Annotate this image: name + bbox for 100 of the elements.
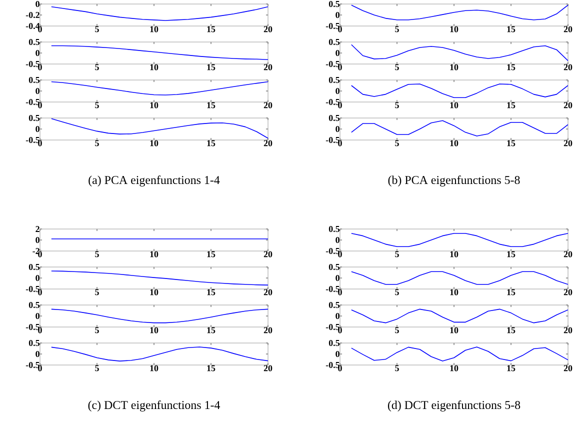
y-tick-label: 0	[336, 50, 340, 56]
x-tick-label: 5	[395, 327, 399, 334]
x-tick-label: 10	[150, 289, 158, 296]
y-tick-label: 0.5	[328, 76, 340, 84]
line-series	[351, 271, 568, 285]
x-tick-label: 5	[395, 365, 399, 372]
x-tick-label: 10	[450, 64, 458, 70]
x-tick-label: 20	[264, 64, 272, 70]
x-tick-label: 10	[150, 251, 158, 258]
x-tick-label: 10	[450, 26, 458, 32]
x-tick-label: 15	[507, 140, 516, 146]
y-tick-label: 0.5	[328, 114, 340, 122]
y-tick-label: -2	[32, 248, 40, 254]
y-tick-label: 0.5	[28, 76, 40, 84]
x-tick-label: 20	[264, 140, 272, 146]
y-tick-label: -0.5	[326, 324, 340, 330]
x-tick-label: 20	[564, 327, 572, 334]
y-tick-label: -0.5	[26, 98, 40, 106]
x-tick-label: 15	[207, 140, 216, 146]
x-tick-label: 20	[264, 102, 272, 108]
x-tick-label: 5	[395, 140, 399, 146]
x-tick-label: 20	[264, 289, 272, 296]
x-tick-label: 15	[207, 251, 216, 258]
y-tick-label: 2	[36, 226, 40, 232]
x-tick-label: 5	[395, 26, 399, 32]
y-tick-label: -0.5	[326, 248, 340, 254]
x-tick-label: 15	[507, 102, 516, 108]
x-tick-label: 5	[395, 64, 399, 70]
y-tick-label: 0.5	[328, 340, 340, 346]
y-tick-label: -0.5	[26, 362, 40, 368]
y-tick-label: 0.5	[28, 302, 40, 308]
y-tick-label: -0.5	[326, 136, 340, 144]
x-tick-label: 20	[264, 26, 272, 32]
x-tick-label: 10	[150, 365, 158, 372]
y-tick-label: -0.5	[326, 98, 340, 106]
x-tick-label: 10	[150, 26, 158, 32]
x-tick-label: 20	[564, 289, 572, 296]
y-tick-label: 0.5	[28, 114, 40, 122]
x-tick-label: 20	[264, 327, 272, 334]
text: (c) DCT eigenfunctions 1-4	[88, 400, 220, 412]
y-tick-label: 0	[36, 88, 40, 94]
x-tick-label: 10	[150, 64, 158, 70]
x-tick-label: 15	[207, 26, 216, 32]
line-series	[51, 118, 268, 139]
y-tick-label: 0	[36, 236, 40, 244]
x-tick-label: 20	[264, 365, 272, 372]
line-series	[51, 81, 268, 96]
y-tick-label: 0.5	[28, 38, 40, 46]
line-series	[51, 45, 268, 60]
x-tick-label: 20	[564, 140, 572, 146]
y-tick-label: -0.5	[26, 136, 40, 144]
y-tick-label: 0	[36, 274, 40, 282]
text: (a) PCA eigenfunctions 1-4	[88, 176, 220, 187]
y-tick-label: 0.5	[328, 0, 340, 8]
y-tick-label: 0	[336, 236, 340, 244]
x-tick-label: 10	[450, 102, 458, 108]
y-tick-label: 0.5	[328, 302, 340, 308]
y-tick-label: 0.5	[328, 264, 340, 270]
y-tick-label: 0	[36, 126, 40, 132]
x-tick-label: 10	[450, 140, 458, 146]
line-series	[351, 84, 568, 98]
y-tick-label: 0	[336, 12, 340, 18]
text: (d) DCT eigenfunctions 5-8	[388, 400, 520, 412]
line-series	[51, 308, 268, 324]
x-tick-label: 5	[395, 102, 399, 108]
x-tick-label: 10	[450, 327, 458, 334]
x-tick-label: 10	[150, 140, 158, 146]
x-tick-label: 5	[95, 140, 99, 146]
x-tick-label: 15	[507, 365, 516, 372]
x-tick-label: 5	[95, 327, 99, 334]
x-tick-label: 5	[95, 251, 99, 258]
y-tick-label: 0	[36, 50, 40, 56]
x-tick-label: 5	[95, 289, 99, 296]
x-tick-label: 15	[507, 251, 516, 258]
x-tick-label: 10	[150, 102, 158, 108]
y-tick-label: -0.5	[326, 22, 340, 30]
y-tick-label: 0	[36, 312, 40, 320]
x-tick-label: 15	[207, 327, 216, 334]
y-tick-label: 0.5	[328, 38, 340, 46]
line-series	[351, 308, 568, 324]
line-series	[51, 6, 268, 21]
x-tick-label: 5	[395, 289, 399, 296]
y-tick-label: 0	[336, 126, 340, 132]
y-tick-label: 0	[336, 350, 340, 358]
line-series	[51, 270, 268, 286]
x-tick-label: 10	[150, 327, 158, 334]
x-tick-label: 5	[95, 102, 99, 108]
x-tick-label: 5	[395, 251, 399, 258]
x-tick-label: 15	[507, 64, 516, 70]
y-tick-label: 0	[336, 312, 340, 320]
y-tick-label: 0.5	[28, 340, 40, 346]
y-tick-label: 0.5	[328, 226, 340, 232]
x-tick-label: 5	[95, 365, 99, 372]
y-tick-label: -0.5	[326, 286, 340, 292]
x-tick-label: 20	[564, 251, 572, 258]
line-series	[351, 4, 568, 20]
y-tick-label: 0	[336, 88, 340, 94]
x-tick-label: 20	[564, 102, 572, 108]
x-tick-label: 10	[450, 365, 458, 372]
x-tick-label: 15	[207, 64, 216, 70]
